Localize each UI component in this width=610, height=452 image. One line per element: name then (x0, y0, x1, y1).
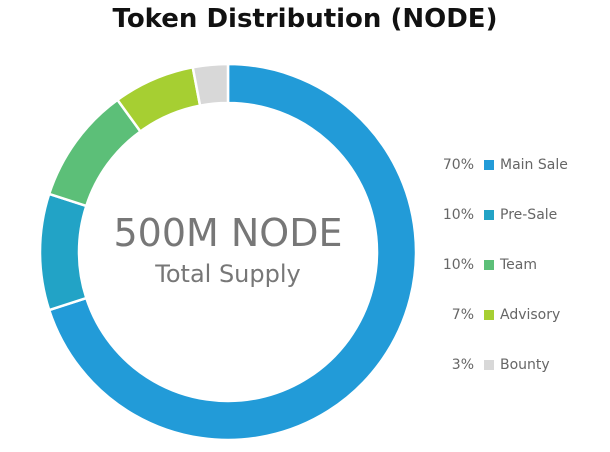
legend-label: Advisory (500, 307, 561, 323)
center-subtitle: Total Supply (154, 260, 300, 288)
legend-percent: 10% (442, 257, 474, 273)
legend-label: Pre-Sale (500, 207, 558, 223)
legend-percent: 70% (442, 157, 474, 173)
legend-item-team: 10% Team (438, 240, 568, 290)
slice-bounty (191, 62, 230, 108)
legend-swatch (484, 210, 494, 220)
chart-title: Token Distribution (NODE) (112, 4, 498, 34)
legend-label: Main Sale (500, 157, 568, 173)
legend-item-main-sale: 70% Main Sale (438, 140, 568, 190)
legend-label: Bounty (500, 357, 550, 373)
legend-item-pre-sale: 10% Pre-Sale (438, 190, 568, 240)
slice-team (47, 98, 143, 208)
legend-percent: 10% (442, 207, 474, 223)
center-total: 500M NODE (113, 211, 342, 255)
legend-swatch (484, 160, 494, 170)
legend-swatch (484, 360, 494, 370)
chart-legend: 70% Main Sale 10% Pre-Sale 10% Team 7% Advisory… (438, 140, 568, 390)
slice-main-sale (47, 62, 418, 442)
legend-percent: 7% (451, 307, 474, 323)
legend-item-advisory: 7% Advisory (438, 290, 568, 340)
legend-item-bounty: 3% Bounty (438, 340, 568, 390)
slice-pre-sale (38, 192, 88, 312)
legend-percent: 3% (451, 357, 474, 373)
legend-swatch (484, 310, 494, 320)
legend-swatch (484, 260, 494, 270)
legend-label: Team (500, 257, 538, 273)
donut-slices (38, 62, 418, 442)
